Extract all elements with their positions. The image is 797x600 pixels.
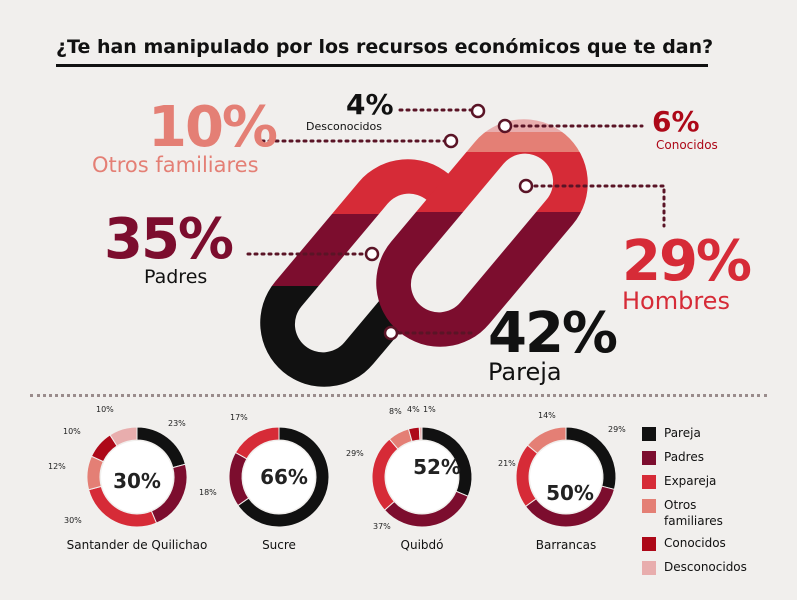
legend-swatch-desconocidos: [642, 561, 656, 575]
label-otros-familiares: Otros familiares: [92, 153, 259, 177]
leader-hombres: [526, 184, 666, 228]
donut-2-slice-desconocidos: [418, 426, 423, 441]
marker-pareja: [383, 325, 399, 341]
donut-2-label-padres: 37%: [373, 522, 391, 531]
donut-1-hole: [243, 441, 315, 513]
donut-3-hole: [530, 441, 602, 513]
donut-0-slice-desconocidos: [109, 426, 138, 447]
donut-0-label-otros: 12%: [48, 462, 66, 471]
donut-2-label-conocidos: 4%: [407, 405, 420, 414]
value-conocidos: 6%: [652, 105, 700, 138]
marker-conocidos: [497, 118, 513, 134]
legend-label-expareja: Expareja: [664, 474, 717, 488]
donut-3-center: 50%: [546, 481, 594, 505]
donut-1-label-expareja: 17%: [230, 413, 248, 422]
donut-2-label-desconocidos: 1%: [423, 405, 436, 414]
donut-2-label-expareja: 29%: [346, 449, 364, 458]
label-desconocidos: Desconocidos: [306, 120, 382, 133]
legend-label-pareja: Pareja: [664, 426, 701, 440]
donut-0-label-conocidos: 10%: [63, 427, 81, 436]
value-pareja: 42%: [488, 301, 618, 366]
value-hombres: 29%: [622, 229, 752, 294]
label-hombres: Hombres: [622, 287, 730, 315]
legend-swatch-expareja: [642, 475, 656, 489]
legend-label-conocidos: Conocidos: [664, 536, 726, 550]
donut-1-slice-pareja: [237, 426, 330, 528]
donut-3-title: Barrancas: [535, 538, 597, 552]
label-pareja: Pareja: [488, 358, 562, 386]
legend-label-otros-familiares: Otros familiares: [664, 498, 723, 528]
section-divider: [30, 394, 767, 397]
legend-swatch-otros-familiares: [642, 499, 656, 513]
donut-2-center: 52%: [413, 455, 461, 479]
donut-0-center: 30%: [113, 469, 161, 493]
marker-desconocidos: [470, 103, 486, 119]
donut-3-label-expareja: 21%: [498, 459, 516, 468]
legend-label-padres: Padres: [664, 450, 704, 464]
donut-0-hole: [101, 441, 173, 513]
donut-1-label-padres: 18%: [199, 488, 217, 497]
donut-3-label-pareja: 29%: [608, 425, 626, 434]
label-padres: Padres: [144, 266, 208, 288]
donut-0-slice-otros-familiares: [86, 455, 105, 491]
value-otros-familiares: 10%: [148, 95, 278, 160]
donut-0-label-desconocidos: 10%: [96, 405, 114, 414]
donut-1-center: 66%: [260, 465, 308, 489]
marker-otros: [443, 133, 459, 149]
donut-3-label-otros: 14%: [538, 411, 556, 420]
legend-swatch-conocidos: [642, 537, 656, 551]
marker-padres: [364, 246, 380, 262]
value-padres: 35%: [104, 207, 234, 272]
donut-0-label-pareja: 23%: [168, 419, 186, 428]
donut-2-label-otros: 8%: [389, 407, 402, 416]
value-desconocidos: 4%: [346, 88, 394, 121]
marker-hombres: [518, 178, 534, 194]
page-title: ¿Te han manipulado por los recursos econ…: [56, 36, 713, 67]
donut-2-hole: [386, 441, 458, 513]
donut-0-label-expareja: 30%: [64, 516, 82, 525]
donut-3-slice-otros-familiares: [526, 426, 567, 455]
legend-label-desconocidos: Desconocidos: [664, 560, 747, 574]
donut-0-title: Santander de Quilichao: [66, 538, 208, 552]
donut-1-title: Sucre: [262, 538, 296, 552]
donut-1-slice-expareja: [234, 426, 280, 460]
label-conocidos: Conocidos: [656, 138, 718, 152]
legend-swatch-padres: [642, 451, 656, 465]
donut-2-title: Quibdó: [400, 538, 444, 552]
legend-swatch-pareja: [642, 427, 656, 441]
